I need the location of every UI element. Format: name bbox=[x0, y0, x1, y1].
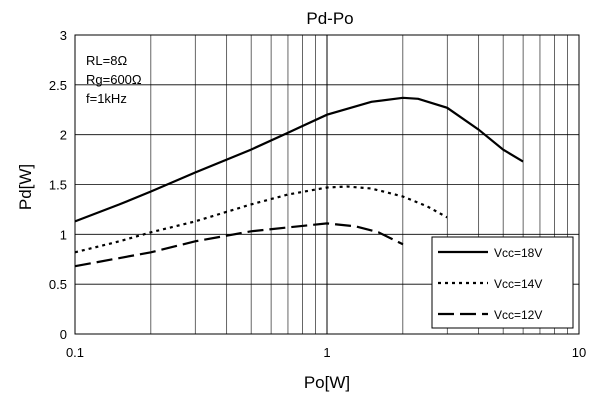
plot-frame bbox=[74, 34, 580, 335]
y-tick-label: 2 bbox=[60, 128, 67, 143]
y-tick-label: 0.5 bbox=[49, 277, 67, 292]
x-tick-label: 10 bbox=[572, 345, 586, 360]
y-tick-label: 0 bbox=[60, 327, 67, 342]
chart-title: Pd-Po bbox=[306, 9, 353, 28]
y-tick-label: 1 bbox=[60, 227, 67, 242]
condition-text: Rg=600Ω bbox=[86, 72, 142, 87]
y-tick-label: 1.5 bbox=[49, 178, 67, 193]
y-tick-label: 3 bbox=[60, 28, 67, 43]
y-axis-title: Pd[W] bbox=[16, 164, 35, 210]
test-conditions: RL=8Ω Rg=600Ω f=1kHz bbox=[86, 53, 142, 106]
x-axis-title: Po[W] bbox=[304, 373, 350, 392]
series-line-3 bbox=[74, 222, 404, 268]
series-lines bbox=[74, 96, 524, 268]
legend-label: Vcc=18V bbox=[494, 246, 542, 260]
series-line-1 bbox=[74, 96, 524, 223]
condition-text: RL=8Ω bbox=[86, 53, 127, 68]
x-tick-label: 0.1 bbox=[66, 345, 84, 360]
series-line-2 bbox=[74, 185, 448, 254]
y-tick-label: 2.5 bbox=[49, 78, 67, 93]
legend-label: Vcc=12V bbox=[494, 308, 542, 322]
x-tick-label: 1 bbox=[323, 345, 330, 360]
condition-text: f=1kHz bbox=[86, 91, 127, 106]
legend-label: Vcc=14V bbox=[494, 277, 542, 291]
tick-labels: 0 0.5 1 1.5 2 2.5 3 0.1 1 10 bbox=[49, 28, 586, 360]
legend: Vcc=18V Vcc=14V Vcc=12V bbox=[431, 236, 574, 329]
